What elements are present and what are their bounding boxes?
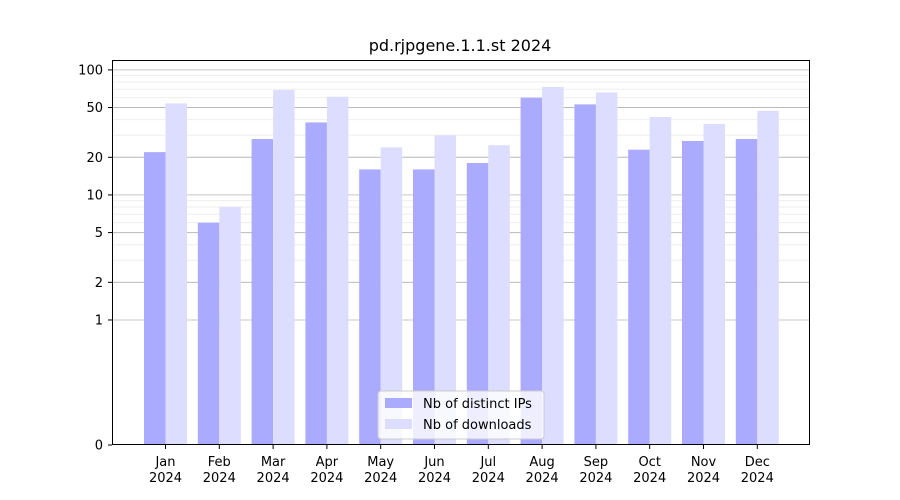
- legend-box: [377, 390, 545, 440]
- bar: [219, 207, 241, 445]
- x-tick-label-year: 2024: [418, 471, 451, 486]
- bar: [574, 104, 596, 445]
- x-tick-label-year: 2024: [364, 471, 397, 486]
- bar: [735, 139, 758, 445]
- bar: [273, 90, 295, 446]
- x-tick-label-year: 2024: [203, 471, 236, 486]
- x-tick-label-year: 2024: [257, 471, 290, 486]
- x-tick-label-month: Mar: [261, 455, 286, 470]
- x-tick-label-year: 2024: [310, 471, 343, 486]
- x-axis: Jan2024Feb2024Mar2024Apr2024May2024Jun20…: [149, 445, 774, 486]
- legend-label-downloads: Nb of downloads: [423, 418, 532, 433]
- bar: [413, 169, 435, 445]
- y-axis: 0 1 2 5 10 20 50 100: [78, 63, 112, 454]
- x-tick-label-year: 2024: [741, 471, 774, 486]
- y-tick-label: 20: [86, 151, 103, 166]
- x-tick-label-month: Aug: [529, 455, 554, 470]
- y-tick-label: 50: [86, 101, 103, 116]
- y-tick-label: 100: [78, 63, 103, 78]
- x-tick-label-month: Sep: [584, 455, 609, 470]
- x-tick-label-month: Jan: [154, 455, 175, 470]
- x-tick-label-month: Feb: [208, 455, 231, 470]
- bar: [628, 149, 650, 446]
- bar: [359, 169, 381, 445]
- bar: [649, 117, 672, 445]
- x-tick-label-month: Nov: [691, 455, 717, 470]
- bar: [488, 145, 510, 445]
- bar: [520, 97, 543, 445]
- x-tick-label-month: Apr: [316, 455, 339, 470]
- legend-swatch-ips: [385, 398, 412, 408]
- bar: [305, 122, 327, 445]
- bar: [380, 147, 403, 446]
- x-tick-label-year: 2024: [472, 471, 505, 486]
- bar: [434, 135, 456, 445]
- bar: [144, 152, 166, 445]
- y-tick-label: 5: [95, 226, 103, 241]
- bar: [165, 103, 187, 446]
- bar: [251, 139, 274, 445]
- chart-title: pd.rjpgene.1.1.st 2024: [369, 36, 552, 55]
- y-tick-label: 2: [95, 276, 103, 291]
- x-tick-label-month: Jun: [423, 455, 444, 470]
- y-tick-label: 10: [86, 188, 103, 203]
- plot-area-frame: [112, 60, 810, 445]
- legend-swatch-downloads: [385, 419, 412, 429]
- bar: [703, 123, 725, 445]
- x-tick-label-year: 2024: [149, 471, 182, 486]
- x-tick-label-year: 2024: [687, 471, 720, 486]
- x-tick-label-year: 2024: [579, 471, 612, 486]
- x-tick-label-month: Dec: [745, 455, 770, 470]
- x-tick-label-month: May: [367, 455, 394, 470]
- bar: [595, 92, 618, 446]
- bar: [682, 140, 704, 445]
- x-tick-label-year: 2024: [526, 471, 559, 486]
- bar: [197, 222, 220, 445]
- bar: [326, 96, 349, 445]
- legend-label-ips: Nb of distinct IPs: [423, 397, 532, 412]
- bar: [757, 110, 779, 445]
- x-tick-label-year: 2024: [633, 471, 666, 486]
- legend: Nb of distinct IPs Nb of downloads: [377, 390, 545, 440]
- y-tick-label: 0: [95, 439, 103, 454]
- bars: [144, 86, 779, 446]
- bar: [542, 86, 564, 445]
- x-tick-label-month: Oct: [638, 455, 660, 470]
- bar: [466, 163, 489, 445]
- x-tick-label-month: Jul: [479, 455, 496, 470]
- y-tick-label: 1: [95, 313, 103, 328]
